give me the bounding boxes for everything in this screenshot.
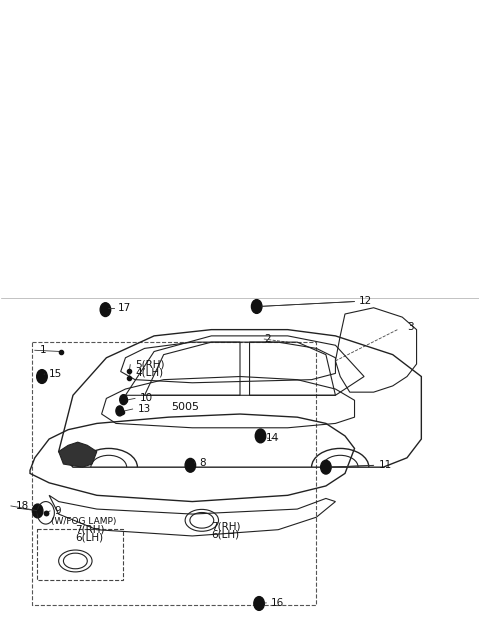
Polygon shape [59, 442, 97, 467]
Text: 8: 8 [199, 458, 206, 468]
Circle shape [120, 394, 127, 404]
Circle shape [185, 458, 196, 472]
Text: 5(RH): 5(RH) [135, 360, 165, 370]
Text: 6(LH): 6(LH) [211, 529, 240, 539]
Circle shape [100, 303, 111, 317]
Circle shape [255, 429, 266, 443]
Text: (W/FOG LAMP): (W/FOG LAMP) [51, 517, 117, 526]
Text: 12: 12 [360, 296, 372, 306]
Text: 10: 10 [140, 393, 153, 403]
Circle shape [116, 406, 123, 416]
Text: 18: 18 [16, 501, 29, 511]
Circle shape [321, 460, 331, 474]
Circle shape [254, 597, 264, 610]
Text: 1: 1 [39, 345, 46, 355]
Text: 17: 17 [118, 303, 132, 313]
Text: 13: 13 [137, 404, 151, 414]
Text: 16: 16 [271, 598, 284, 608]
Circle shape [252, 300, 262, 313]
Text: 7(RH): 7(RH) [75, 525, 105, 534]
Circle shape [36, 370, 47, 384]
Circle shape [33, 504, 43, 518]
Text: 14: 14 [266, 433, 279, 443]
Text: 4(LH): 4(LH) [135, 367, 163, 377]
Text: 11: 11 [378, 460, 392, 470]
Bar [37, 529, 123, 580]
Text: 15: 15 [49, 369, 62, 379]
Text: 3: 3 [407, 322, 414, 332]
Text: 5005: 5005 [171, 401, 199, 411]
Text: 9: 9 [55, 506, 61, 516]
Text: 6(LH): 6(LH) [75, 533, 104, 543]
Text: 7(RH): 7(RH) [211, 522, 241, 531]
Text: 2: 2 [264, 334, 271, 344]
Bar [33, 342, 316, 605]
